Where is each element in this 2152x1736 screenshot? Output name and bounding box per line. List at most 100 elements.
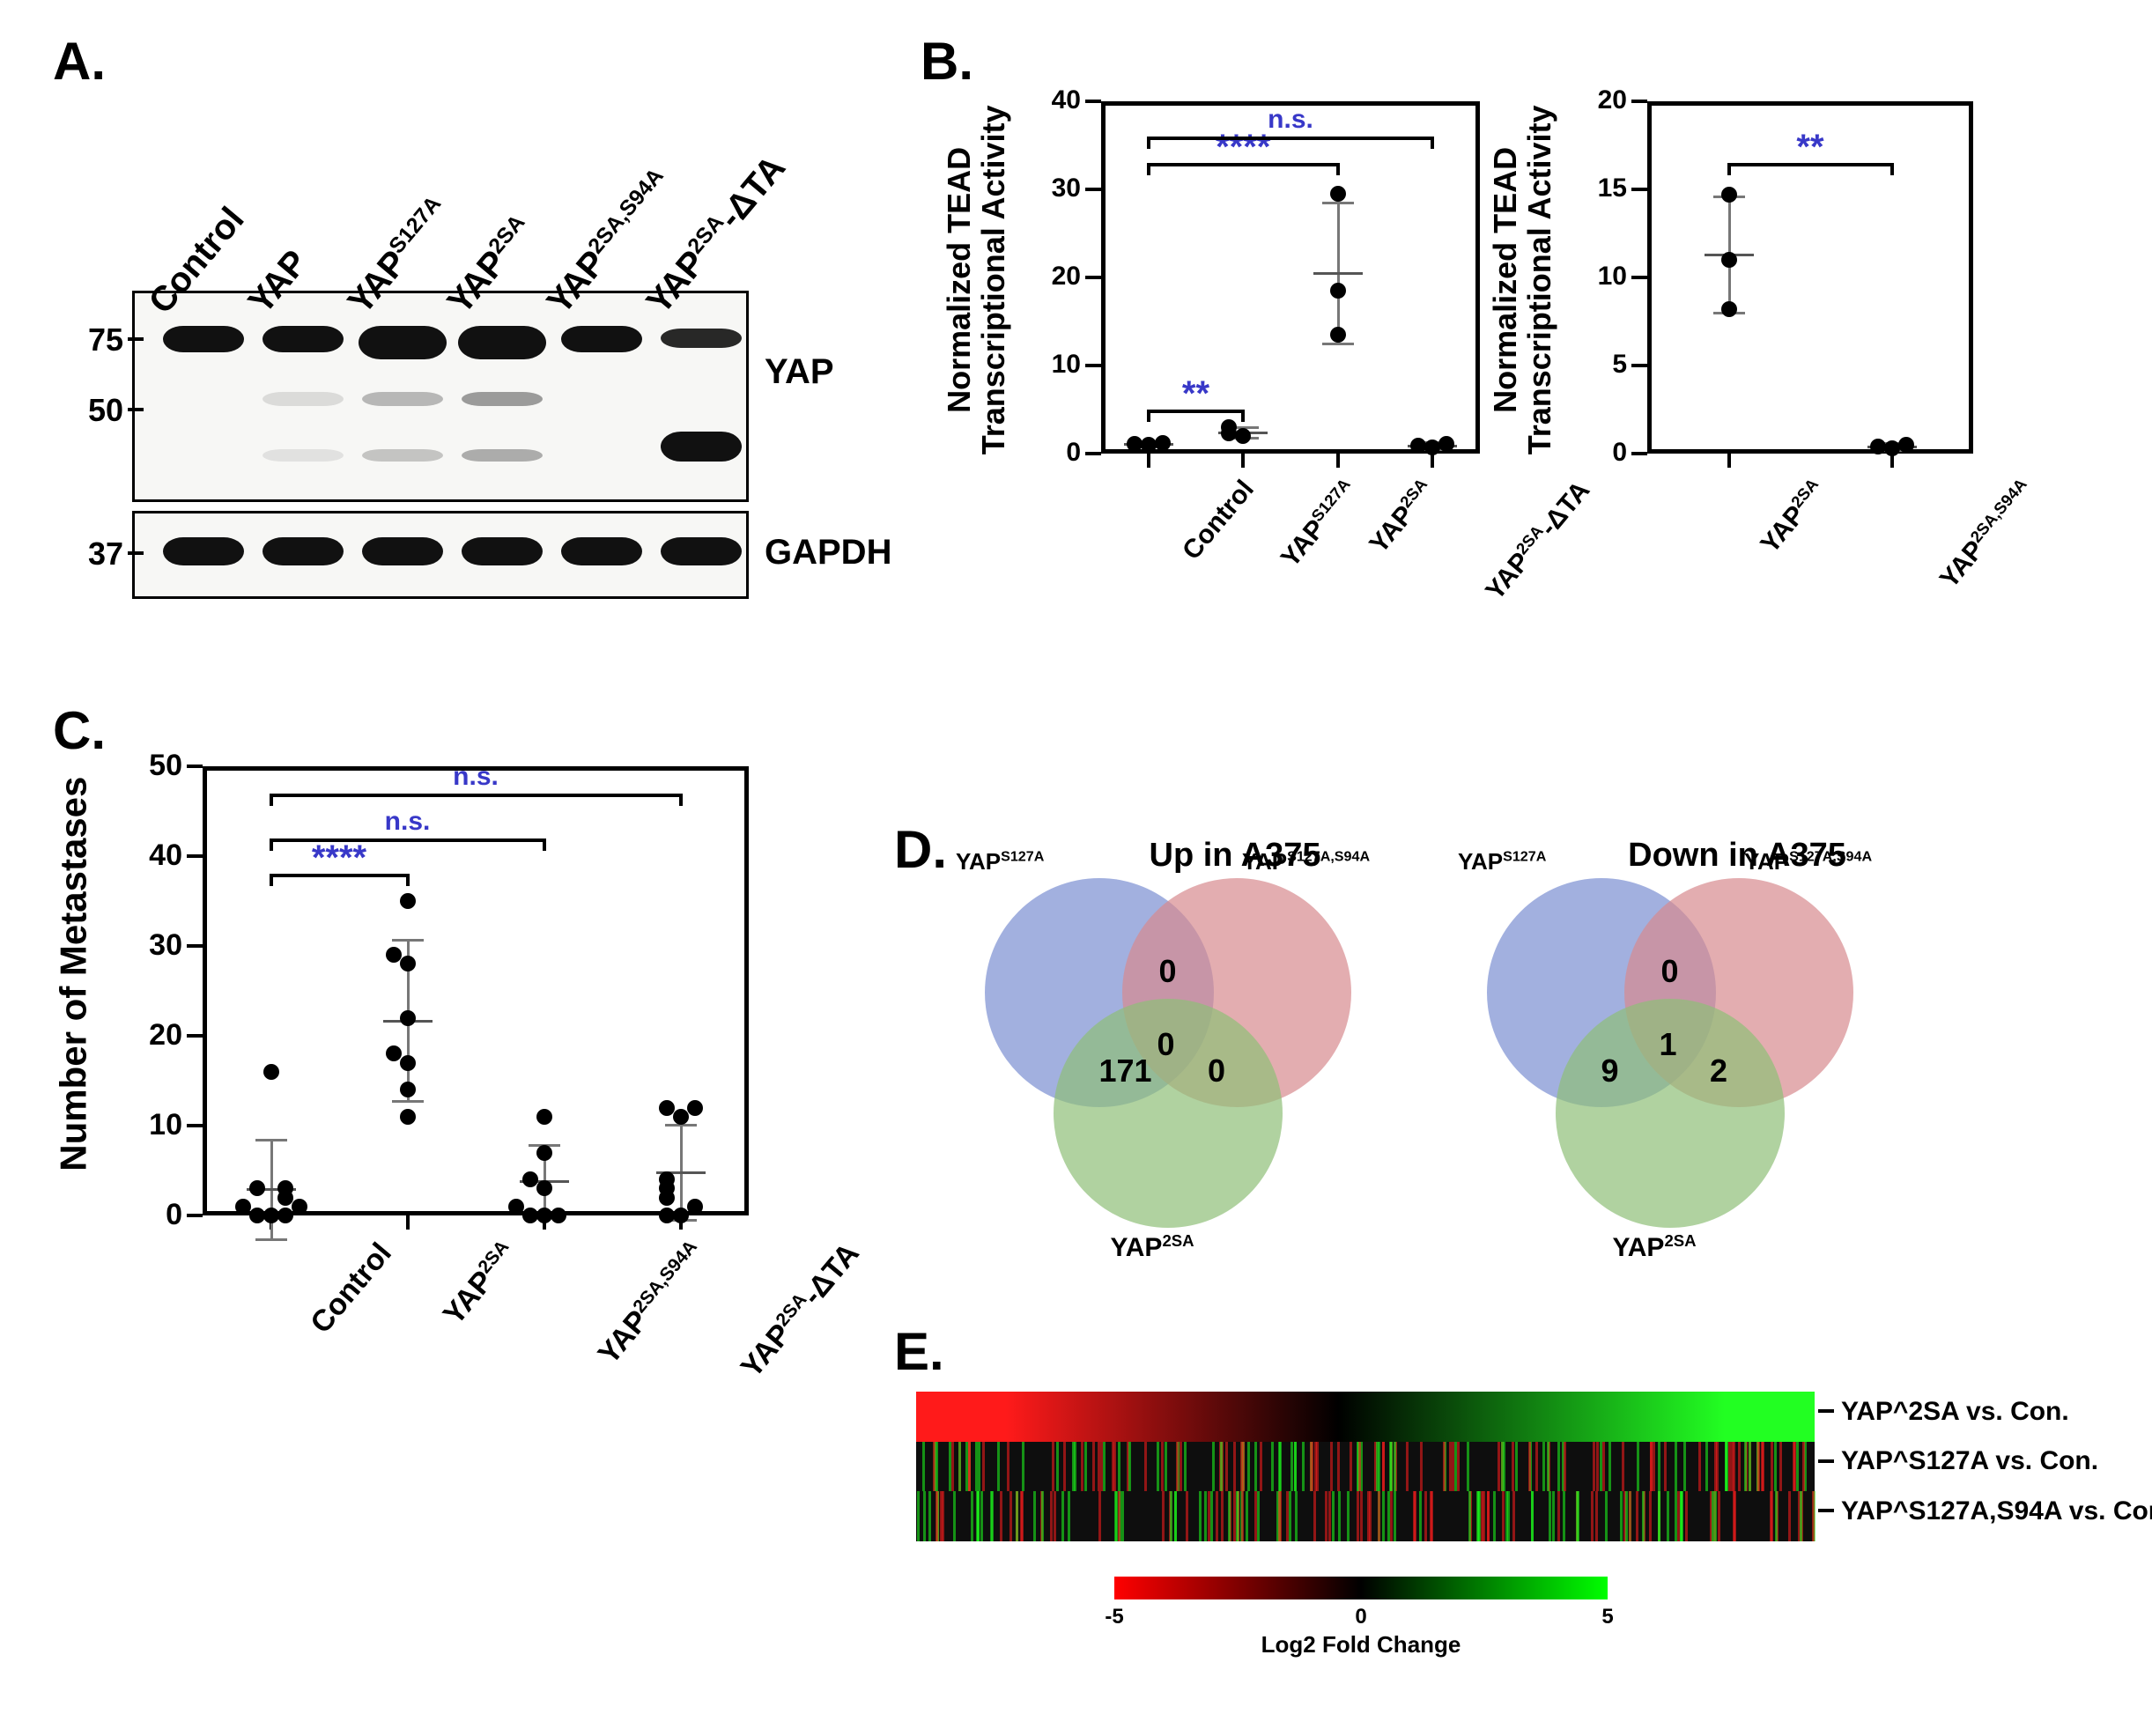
plot-frame <box>203 766 749 1215</box>
ytick <box>187 1214 203 1217</box>
blot-band-faint <box>462 392 543 406</box>
ytick-label: 50 <box>137 749 182 783</box>
panel-label-B: B. <box>921 31 973 92</box>
ytick-label: 20 <box>137 1018 182 1053</box>
data-point <box>400 1055 416 1071</box>
ytick <box>1085 276 1101 279</box>
data-point <box>277 1208 293 1223</box>
data-point <box>292 1199 307 1215</box>
venn-count: 171 <box>1099 1053 1152 1090</box>
data-point <box>536 1145 552 1161</box>
data-point <box>400 1109 416 1125</box>
data-point <box>263 1064 279 1080</box>
ytick <box>1631 100 1647 103</box>
blot-band <box>359 326 447 359</box>
x-category-label: YAP2SA-ΔTA <box>1479 475 1596 606</box>
data-point <box>1330 283 1346 299</box>
ytick-label: 20 <box>1035 262 1081 292</box>
data-point <box>400 1010 416 1026</box>
ytick <box>1631 452 1647 455</box>
ytick <box>187 1034 203 1038</box>
blot-band-faint <box>362 392 443 406</box>
ytick <box>187 854 203 858</box>
data-point <box>277 1180 293 1196</box>
xtick <box>1727 454 1731 468</box>
ytick <box>187 1124 203 1127</box>
data-point <box>386 947 402 963</box>
ytick-label: 30 <box>137 928 182 963</box>
venn-title: Up in A375 <box>1017 837 1453 875</box>
ytick <box>187 765 203 768</box>
gapdh-band <box>163 537 244 565</box>
data-point <box>1141 437 1157 453</box>
data-point <box>687 1199 703 1215</box>
data-point <box>1721 187 1737 203</box>
data-point <box>1884 440 1900 456</box>
ytick-label: 10 <box>137 1108 182 1142</box>
panel-label-A: A. <box>53 31 106 92</box>
venn-set-label: YAP2SA <box>1111 1231 1194 1263</box>
gapdh-band <box>561 537 642 565</box>
ytick-label: 0 <box>1035 438 1081 468</box>
venn-set-label: YAP2SA <box>1613 1231 1697 1263</box>
xtick <box>1147 454 1150 468</box>
panel-label-E: E. <box>894 1321 944 1382</box>
significance-bar <box>271 838 544 842</box>
data-point <box>1870 439 1886 454</box>
blot-band-faint <box>362 449 443 462</box>
venn-count: 1 <box>1660 1026 1677 1063</box>
colorbar-label: Log2 Fold Change <box>1238 1631 1484 1658</box>
significance-bar <box>271 794 681 797</box>
mw-marker: 75 <box>62 321 123 358</box>
significance-label: ** <box>1135 374 1258 414</box>
blot-band <box>561 326 642 352</box>
y-axis-label: Normalized TEADTranscriptional Activity <box>943 104 1011 456</box>
venn-title: Down in A375 <box>1520 837 1955 875</box>
data-point <box>551 1208 566 1223</box>
data-point <box>673 1109 689 1125</box>
data-point <box>249 1208 265 1223</box>
ytick-label: 0 <box>137 1198 182 1232</box>
venn-count: 0 <box>1157 1026 1175 1063</box>
ytick-label: 30 <box>1035 174 1081 203</box>
data-point <box>263 1208 279 1223</box>
ytick-label: 10 <box>1581 262 1627 292</box>
gapdh-band <box>462 537 543 565</box>
venn-count: 0 <box>1661 953 1679 990</box>
venn-count: 9 <box>1601 1053 1619 1090</box>
ytick <box>1085 364 1101 367</box>
x-category-label: YAP2SA,S94A <box>1933 475 2040 595</box>
ytick <box>1631 188 1647 191</box>
venn-set-label: YAPS127A <box>1458 848 1546 875</box>
ytick <box>187 944 203 948</box>
significance-label: **** <box>277 838 401 878</box>
y-axis-label: Number of Metastases <box>53 750 92 1199</box>
ytick <box>1085 100 1101 103</box>
venn-set-label: YAPS127A,S94A <box>1744 848 1872 875</box>
mw-marker: 50 <box>62 392 123 429</box>
ytick-label: 10 <box>1035 350 1081 380</box>
ytick-label: 15 <box>1581 174 1627 203</box>
x-category-label: YAP2SA <box>1363 475 1441 559</box>
data-point <box>522 1208 538 1223</box>
x-category-label: YAP2SA <box>436 1237 523 1332</box>
colorbar-tick: 0 <box>1343 1605 1379 1629</box>
ytick-label: 5 <box>1581 350 1627 380</box>
data-point <box>1898 437 1914 453</box>
data-point <box>536 1208 552 1223</box>
ytick-label: 0 <box>1581 438 1627 468</box>
heatmap-row <box>916 1392 1815 1442</box>
data-point <box>400 956 416 971</box>
significance-label: ** <box>1749 128 1872 167</box>
data-point <box>1721 301 1737 317</box>
ytick <box>1631 364 1647 367</box>
venn-count: 2 <box>1710 1053 1727 1090</box>
blot-row-label: GAPDH <box>765 533 891 573</box>
significance-bar <box>1149 137 1433 140</box>
ytick <box>1631 276 1647 279</box>
data-point <box>1721 252 1737 268</box>
blot-band-faint <box>263 392 344 406</box>
data-point <box>659 1100 675 1116</box>
heatmap-colorbar <box>1114 1577 1608 1599</box>
data-point <box>522 1171 538 1187</box>
